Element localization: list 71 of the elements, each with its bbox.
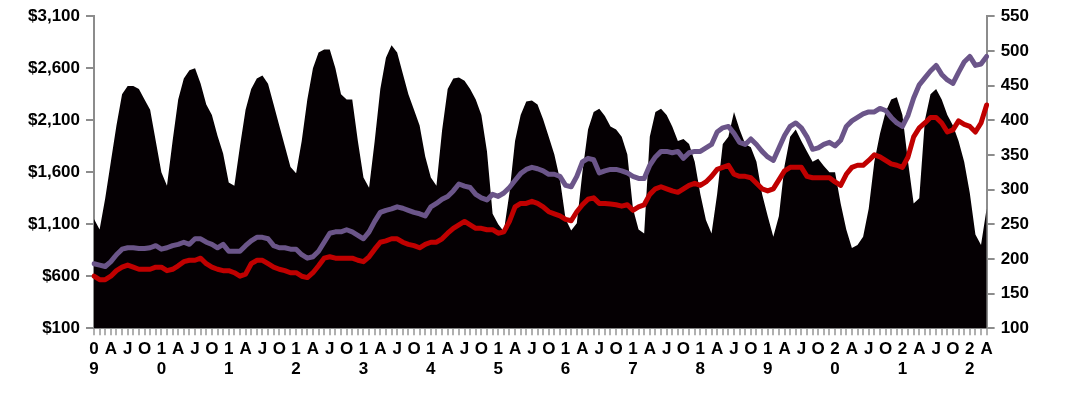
- x-tick-label: 1 1: [224, 339, 234, 379]
- x-tick-label: O: [205, 339, 219, 359]
- x-tick-label: A: [441, 339, 454, 359]
- y2-tick-label: 500: [1000, 40, 1030, 60]
- x-tick-label: A: [172, 339, 185, 359]
- x-tick-label: 1 7: [628, 339, 638, 379]
- x-tick-label: O: [946, 339, 960, 359]
- x-tick-label: 2 1: [897, 339, 908, 379]
- x-tick-label: O: [137, 339, 152, 359]
- x-tick-label: 0 9: [89, 339, 99, 379]
- x-tick-label: 1 5: [493, 339, 503, 379]
- x-tick-label: J: [122, 339, 133, 359]
- y-tick-label: $2,100: [28, 109, 80, 129]
- x-tick-label: A: [306, 339, 320, 359]
- x-tick-label: A: [508, 339, 522, 359]
- y-tick-label: $1,600: [28, 161, 80, 181]
- x-tick-label: 1 9: [762, 339, 773, 379]
- x-tick-label: O: [676, 339, 691, 359]
- y2-tick-label: 400: [1000, 109, 1030, 129]
- x-tick-label: A: [845, 339, 859, 359]
- x-tick-label: 2 2: [965, 339, 975, 379]
- x-tick-label: 1 0: [156, 339, 167, 379]
- x-tick-label: O: [340, 339, 354, 359]
- y-tick-label: $100: [42, 317, 80, 337]
- y2-tick-label: 100: [1000, 317, 1030, 337]
- x-tick-label: O: [609, 339, 623, 359]
- x-tick-label: O: [272, 339, 286, 359]
- x-tick-label: J: [527, 339, 537, 359]
- x-tick-label: J: [864, 339, 874, 359]
- x-tick-label: J: [392, 339, 402, 359]
- y-tick-label: $2,600: [28, 57, 80, 77]
- y2-tick-label: 200: [1000, 248, 1030, 268]
- x-tick-label: A: [104, 339, 117, 359]
- x-tick-label: J: [931, 339, 941, 359]
- y-tick-label: $600: [42, 265, 80, 285]
- y2-tick-label: 250: [1000, 213, 1030, 233]
- x-tick-label: O: [407, 339, 421, 359]
- x-tick-label: O: [878, 339, 893, 359]
- x-tick-label: O: [744, 339, 758, 359]
- x-tick-label: J: [459, 339, 470, 359]
- x-tick-label: A: [239, 339, 252, 359]
- x-tick-label: 1 2: [291, 339, 301, 379]
- x-tick-label: J: [661, 339, 672, 359]
- y2-tick-label: 550: [1000, 5, 1030, 25]
- y-tick-label: $1,100: [28, 213, 80, 233]
- x-tick-label: J: [325, 339, 335, 359]
- y2-tick-label: 300: [1000, 179, 1030, 199]
- x-tick-label: J: [257, 339, 268, 359]
- x-tick-label: O: [542, 339, 556, 359]
- x-tick-label: A: [778, 339, 791, 359]
- x-tick-label: J: [796, 339, 807, 359]
- x-tick-label: 1 6: [560, 339, 571, 379]
- x-tick-label: A: [980, 339, 993, 359]
- x-tick-label: J: [594, 339, 604, 359]
- x-tick-label: A: [711, 339, 724, 359]
- x-tick-label: A: [374, 339, 387, 359]
- x-tick-label: 2 0: [830, 339, 840, 379]
- y2-tick-label: 450: [1000, 75, 1030, 95]
- x-tick-label: 1 4: [426, 339, 437, 379]
- x-tick-label: O: [474, 339, 488, 359]
- x-tick-label: 1 8: [695, 339, 706, 379]
- y2-tick-label: 150: [1000, 283, 1030, 303]
- y-tick-label: $3,100: [28, 5, 80, 25]
- x-tick-label: J: [729, 339, 739, 359]
- x-tick-label: O: [811, 339, 825, 359]
- x-tick-label: A: [913, 339, 926, 359]
- x-tick-label: 1 3: [358, 339, 369, 379]
- x-tick-label: A: [643, 339, 656, 359]
- x-tick-label: A: [576, 339, 589, 359]
- x-tick-label: J: [190, 339, 200, 359]
- y2-tick-label: 350: [1000, 144, 1030, 164]
